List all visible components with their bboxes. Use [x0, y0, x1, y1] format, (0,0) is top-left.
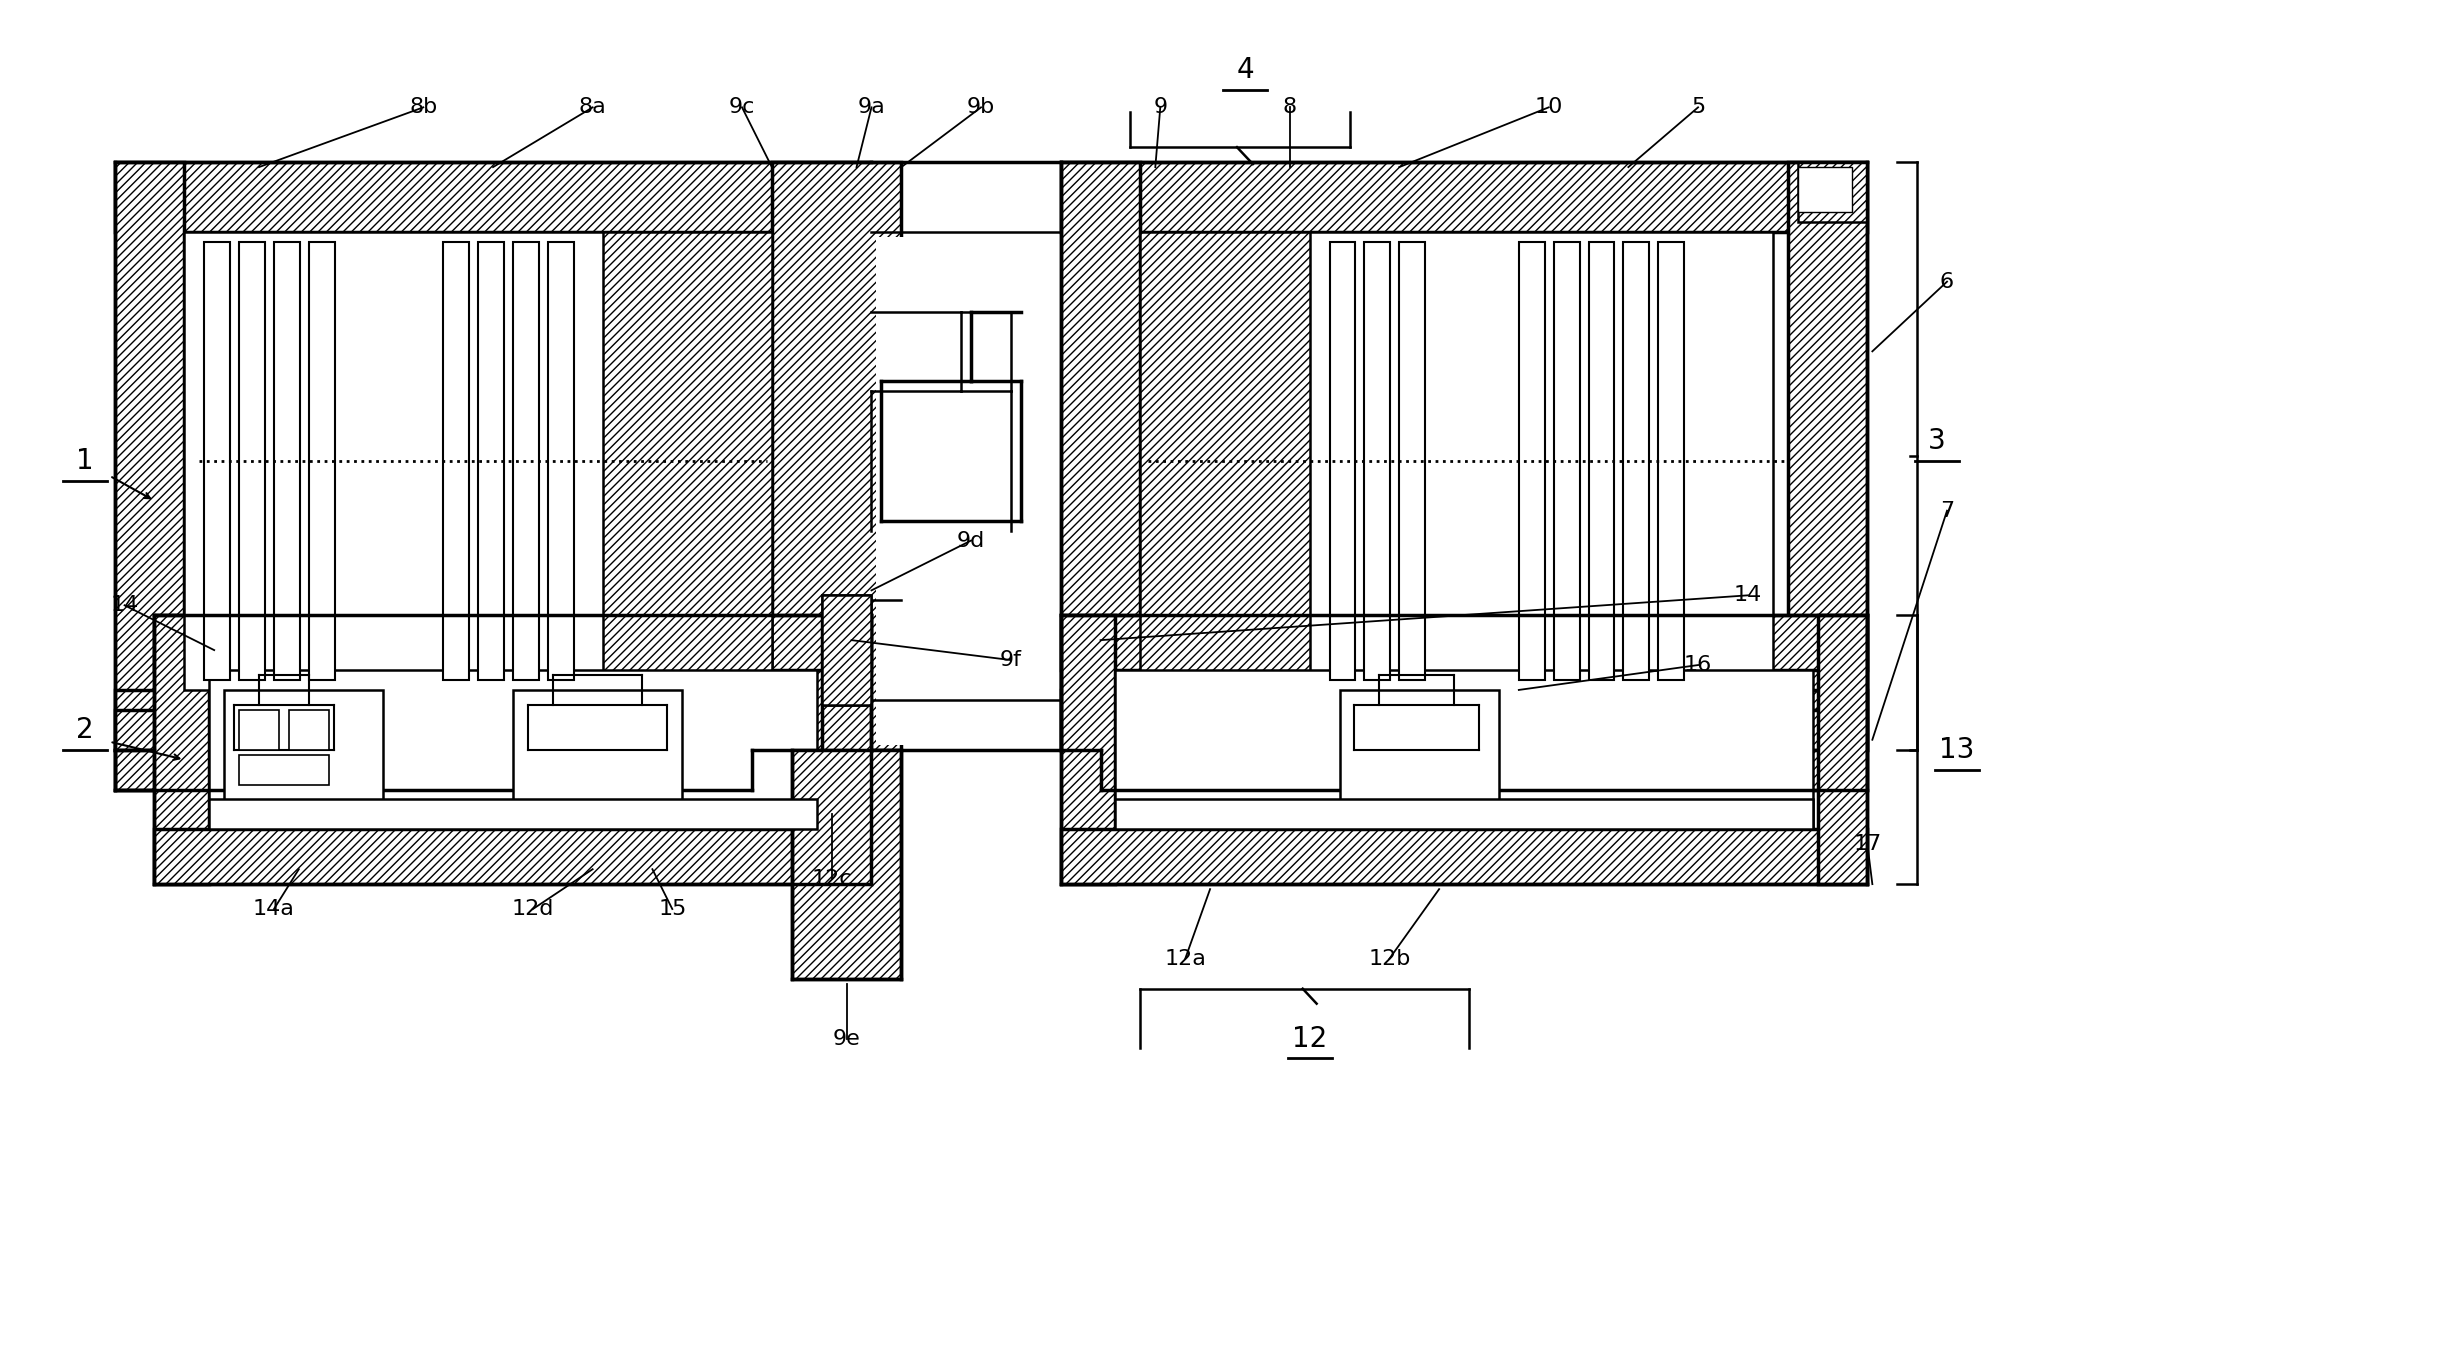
Bar — [239, 710, 278, 750]
Bar — [1139, 231, 1309, 690]
Bar — [155, 829, 871, 884]
Bar — [1787, 162, 1868, 750]
Text: 9e: 9e — [832, 1029, 861, 1049]
Text: 12a: 12a — [1164, 949, 1206, 969]
Text: 12b: 12b — [1368, 949, 1410, 969]
Bar — [308, 242, 335, 680]
Bar — [1061, 162, 1139, 750]
Bar — [209, 671, 817, 829]
Text: 4: 4 — [1235, 57, 1253, 84]
Bar — [1115, 671, 1814, 829]
Bar — [209, 799, 817, 829]
Text: 17: 17 — [1853, 834, 1883, 854]
Bar — [477, 242, 505, 680]
Bar — [792, 750, 901, 979]
Bar — [1659, 242, 1683, 680]
Bar — [1797, 168, 1853, 212]
Bar — [1400, 242, 1425, 680]
Bar — [239, 242, 266, 680]
Bar — [224, 690, 384, 810]
Text: 12: 12 — [1292, 1025, 1326, 1052]
Text: 14: 14 — [111, 595, 138, 615]
Bar — [1339, 690, 1499, 810]
Bar — [549, 242, 573, 680]
Text: 10: 10 — [1536, 97, 1563, 118]
Bar — [116, 162, 871, 231]
Text: 9c: 9c — [728, 97, 756, 118]
Bar — [876, 237, 1056, 745]
Bar — [1363, 242, 1390, 680]
Text: 1: 1 — [76, 448, 94, 475]
Bar — [822, 595, 871, 704]
Bar — [155, 615, 871, 671]
Bar — [185, 231, 773, 690]
Bar — [783, 322, 852, 750]
Bar — [209, 799, 817, 829]
Bar — [512, 690, 682, 810]
Bar — [273, 242, 300, 680]
Bar — [1061, 615, 1115, 884]
Bar — [773, 162, 901, 750]
Bar — [116, 162, 185, 750]
Bar — [1587, 242, 1614, 680]
Text: 3: 3 — [1929, 427, 1947, 456]
Bar — [443, 242, 470, 680]
Text: 7: 7 — [1939, 500, 1954, 521]
Bar — [1553, 242, 1580, 680]
Bar — [1819, 615, 1868, 884]
Bar — [116, 750, 753, 790]
Text: 9b: 9b — [967, 97, 994, 118]
Bar — [1115, 799, 1814, 829]
Text: 14: 14 — [1733, 585, 1762, 606]
Text: 9f: 9f — [999, 650, 1021, 671]
Text: 14a: 14a — [253, 899, 295, 919]
Bar — [1061, 690, 1868, 750]
Bar — [1115, 799, 1814, 829]
Text: 6: 6 — [1939, 272, 1954, 292]
Text: 8a: 8a — [578, 97, 605, 118]
Text: 9: 9 — [1154, 97, 1167, 118]
Bar — [1061, 829, 1868, 884]
Bar — [1624, 242, 1649, 680]
Text: 12d: 12d — [512, 899, 554, 919]
Text: 8: 8 — [1282, 97, 1297, 118]
Bar — [1144, 231, 1772, 690]
Bar — [155, 615, 209, 884]
Text: 5: 5 — [1691, 97, 1705, 118]
Bar — [239, 754, 330, 784]
Text: 12c: 12c — [812, 869, 852, 890]
Text: 13: 13 — [1939, 735, 1974, 764]
Text: 2: 2 — [76, 715, 94, 744]
Bar — [116, 690, 871, 750]
Bar — [204, 242, 231, 680]
Text: 8b: 8b — [409, 97, 438, 118]
Bar — [822, 595, 871, 704]
Bar — [603, 231, 773, 690]
Text: 16: 16 — [1683, 656, 1713, 675]
Bar — [1797, 162, 1868, 222]
Text: 9a: 9a — [856, 97, 886, 118]
Bar — [288, 710, 330, 750]
Bar — [116, 710, 792, 750]
Bar — [1100, 750, 1829, 790]
Bar — [822, 615, 871, 884]
Bar — [1329, 242, 1356, 680]
Text: 9d: 9d — [957, 530, 984, 550]
Bar — [1518, 242, 1546, 680]
Bar — [512, 242, 539, 680]
Bar — [1061, 615, 1868, 671]
Text: 15: 15 — [657, 899, 687, 919]
Bar — [1100, 710, 1829, 750]
Bar — [1061, 162, 1868, 231]
